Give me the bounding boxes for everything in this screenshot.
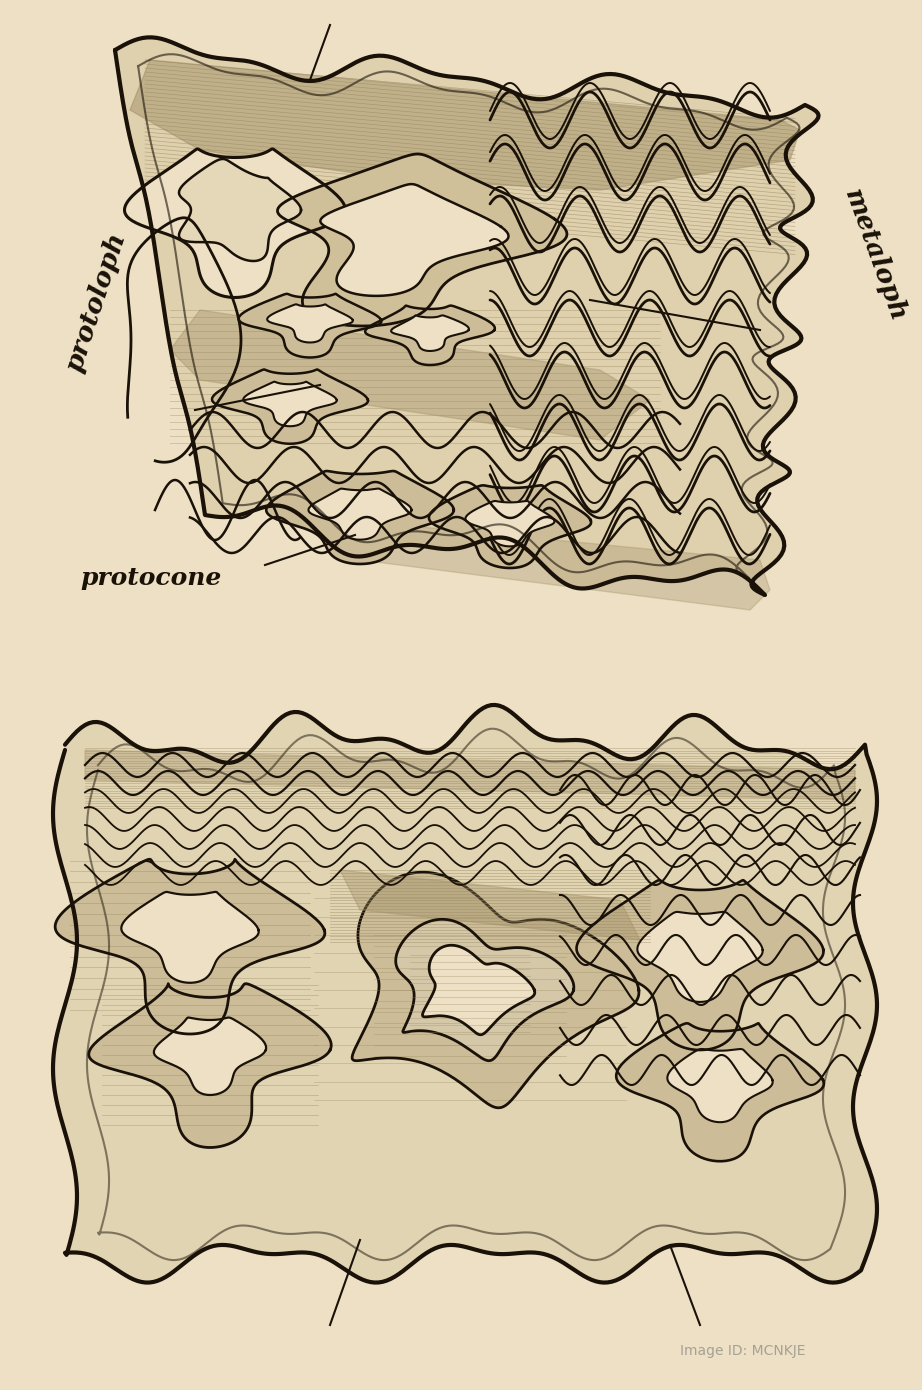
- Polygon shape: [55, 859, 325, 1034]
- Polygon shape: [130, 60, 800, 190]
- Polygon shape: [267, 304, 353, 342]
- Text: protocone: protocone: [80, 566, 221, 589]
- Polygon shape: [239, 293, 382, 357]
- Polygon shape: [576, 880, 823, 1049]
- Polygon shape: [668, 1049, 773, 1122]
- Polygon shape: [466, 500, 555, 546]
- Polygon shape: [124, 149, 346, 297]
- Polygon shape: [352, 872, 639, 1108]
- Polygon shape: [278, 154, 567, 327]
- Polygon shape: [429, 485, 591, 569]
- Polygon shape: [85, 751, 855, 801]
- Polygon shape: [391, 316, 469, 352]
- Polygon shape: [330, 520, 770, 610]
- Polygon shape: [309, 488, 411, 539]
- Polygon shape: [170, 310, 650, 441]
- Polygon shape: [115, 38, 819, 595]
- Polygon shape: [616, 1023, 823, 1161]
- Text: Image ID: MCNKJE: Image ID: MCNKJE: [680, 1344, 806, 1358]
- Polygon shape: [320, 183, 509, 296]
- Polygon shape: [266, 471, 454, 564]
- Polygon shape: [89, 984, 331, 1148]
- Text: metaloph: metaloph: [840, 186, 911, 325]
- Polygon shape: [340, 870, 640, 940]
- Polygon shape: [122, 892, 259, 983]
- Polygon shape: [53, 705, 877, 1283]
- Polygon shape: [154, 1017, 266, 1095]
- Polygon shape: [637, 912, 762, 1002]
- Polygon shape: [115, 38, 819, 595]
- Polygon shape: [365, 306, 495, 366]
- Polygon shape: [243, 382, 337, 427]
- Polygon shape: [422, 945, 535, 1034]
- Polygon shape: [212, 370, 368, 443]
- Text: protoloph: protoloph: [62, 229, 131, 375]
- Polygon shape: [53, 705, 877, 1283]
- Polygon shape: [179, 158, 301, 261]
- Polygon shape: [396, 919, 573, 1061]
